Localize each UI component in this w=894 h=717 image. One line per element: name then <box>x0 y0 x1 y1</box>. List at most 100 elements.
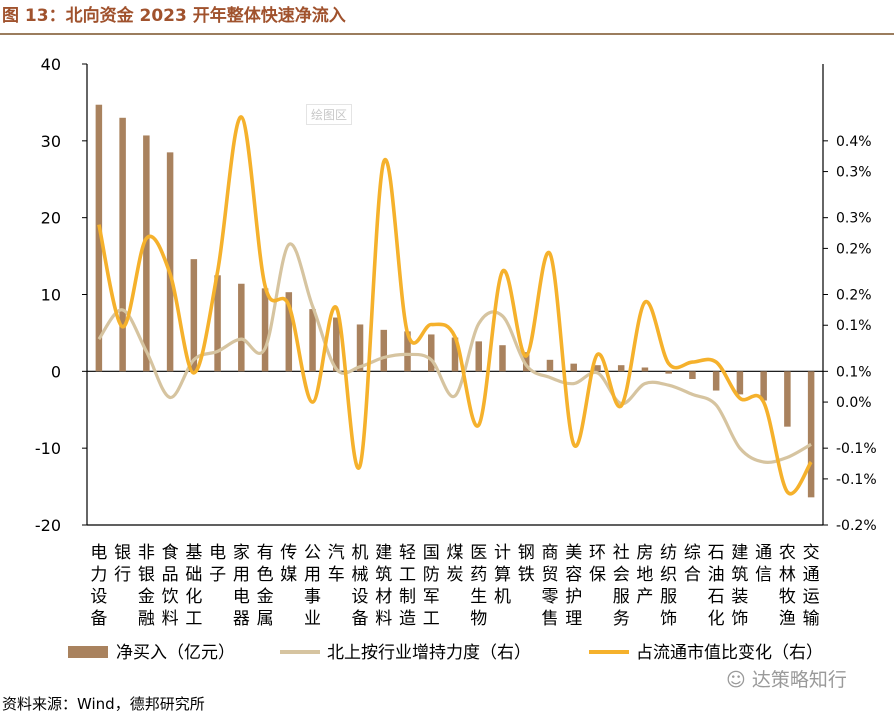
category-label-char: 电 <box>209 543 226 563</box>
category-label-char: 林 <box>779 565 796 585</box>
right-tick-label: 0.1% <box>836 364 872 380</box>
category-label-char: 车 <box>328 565 345 585</box>
category-label-char: 理 <box>565 609 582 629</box>
category-label-char: 设 <box>90 587 107 607</box>
bar <box>784 371 791 427</box>
category-label-char: 化 <box>185 587 202 607</box>
category-label-char: 商 <box>541 543 558 563</box>
category-label-char: 务 <box>613 609 630 629</box>
category-label-char: 产 <box>636 587 653 607</box>
category-label: 煤炭 <box>447 543 464 585</box>
category-label-char: 化 <box>708 609 725 629</box>
page-title: 图 13：北向资金 2023 开年整体快速净流入 <box>2 6 346 26</box>
category-label-char: 通 <box>803 565 820 585</box>
category-axis-labels: 电力设备银行非银金融食品饮料基础化工电子家用电器有色金属传媒公用事业汽车机械设备… <box>90 543 819 629</box>
category-label-char: 医 <box>470 543 487 563</box>
category-label: 钢铁 <box>518 543 535 585</box>
bar <box>594 365 601 372</box>
bar <box>166 152 174 372</box>
right-tick-label: 0.2% <box>836 241 872 257</box>
line-series-holding-intensity <box>97 242 812 464</box>
left-tick-label: -10 <box>35 439 61 458</box>
category-label-char: 综 <box>684 543 701 563</box>
bar <box>570 363 577 372</box>
category-label-char: 炭 <box>447 565 464 585</box>
category-label-char: 护 <box>565 587 582 607</box>
bar <box>736 371 744 395</box>
right-tick-label: -0.1% <box>836 472 877 488</box>
category-label-char: 备 <box>90 609 107 629</box>
category-label-char: 食 <box>162 543 179 563</box>
bar <box>333 317 340 372</box>
category-label: 房地产 <box>636 543 653 607</box>
legend-label-share: 占流通市值比变化（右） <box>636 643 823 663</box>
category-label-char: 属 <box>257 609 274 629</box>
category-label-char: 运 <box>803 587 820 607</box>
category-label-char: 房 <box>636 543 653 563</box>
category-label-char: 服 <box>660 587 677 607</box>
category-label-char: 筑 <box>375 565 392 585</box>
bar <box>261 288 269 372</box>
category-label-char: 社 <box>613 543 630 563</box>
category-label-char: 生 <box>470 587 487 607</box>
category-label-char: 机 <box>494 587 511 607</box>
category-label-char: 筑 <box>731 565 748 585</box>
category-label-char: 用 <box>233 565 250 585</box>
category-label-char: 牧 <box>779 587 796 607</box>
right-axis-ticks: -0.2% -0.1% -0.1% 0.0% 0.1% 0.1% 0.2% 0.2% 0.3% 0… <box>823 134 877 534</box>
category-label-char: 机 <box>352 543 369 563</box>
category-label: 电子 <box>209 543 226 585</box>
category-label-char: 轻 <box>399 543 416 563</box>
category-label-char: 行 <box>114 565 131 585</box>
category-label-char: 输 <box>803 609 820 629</box>
category-label-char: 械 <box>352 565 369 585</box>
category-label-char: 料 <box>162 609 179 629</box>
bar <box>404 331 411 372</box>
category-label: 传媒 <box>280 543 297 585</box>
bar <box>689 371 696 380</box>
category-label-char: 事 <box>304 587 321 607</box>
category-label-char: 业 <box>304 609 321 629</box>
left-tick-label: 20 <box>41 209 61 228</box>
category-label-char: 料 <box>375 609 392 629</box>
category-label-char: 石 <box>708 543 725 563</box>
bar <box>807 371 815 498</box>
category-label-char: 银 <box>138 565 155 585</box>
category-label-char: 础 <box>185 565 202 585</box>
category-label-char: 钢 <box>518 543 535 563</box>
bar <box>641 367 649 372</box>
category-label-char: 备 <box>352 609 369 629</box>
category-label-char: 油 <box>708 565 725 585</box>
right-tick-label: 0.1% <box>836 318 872 334</box>
bar <box>214 275 221 372</box>
category-label: 汽车 <box>328 543 345 585</box>
wechat-icon: ☺ <box>726 669 746 691</box>
category-label-char: 饮 <box>162 587 179 607</box>
category-label-char: 环 <box>589 543 606 563</box>
legend-label-holding: 北上按行业增持力度（右） <box>327 643 531 663</box>
bar <box>380 329 388 372</box>
category-label-char: 计 <box>494 543 511 563</box>
category-label-char: 建 <box>731 543 748 563</box>
category-label-char: 服 <box>613 587 630 607</box>
category-label-char: 保 <box>589 565 606 585</box>
category-label: 计算机 <box>494 543 511 607</box>
bar <box>760 371 767 401</box>
plot-area-watermark: 绘图区 <box>306 104 353 125</box>
category-label-char: 融 <box>138 609 155 629</box>
legend-swatch-net-buy <box>68 646 108 658</box>
category-label-char: 银 <box>114 543 131 563</box>
left-tick-label: 0 <box>51 362 61 381</box>
category-label-char: 通 <box>755 543 772 563</box>
